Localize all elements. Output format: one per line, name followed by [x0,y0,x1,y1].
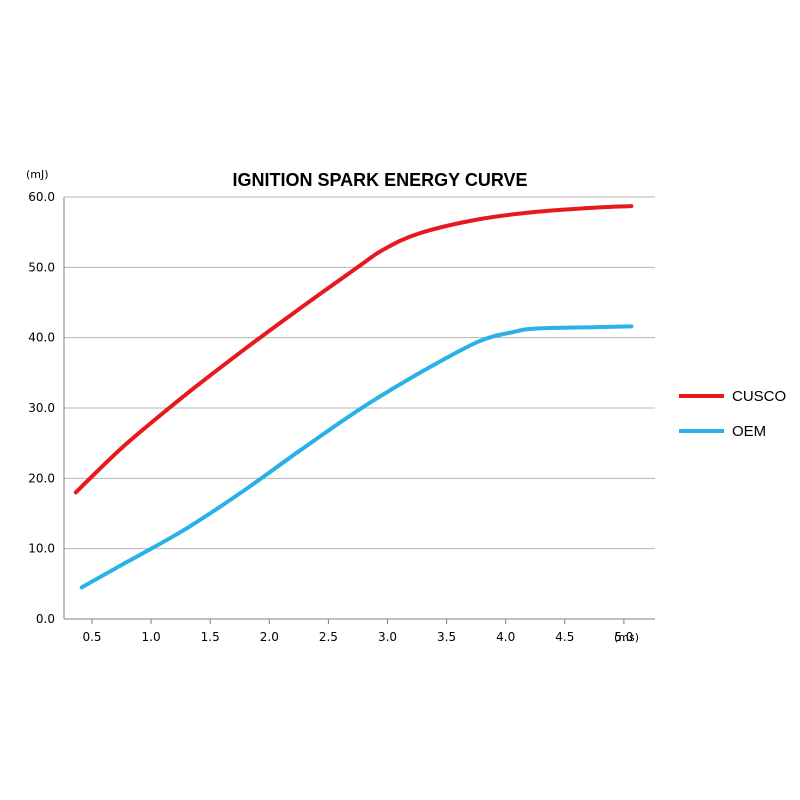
grid-lines [64,196,655,550]
x-tick-label: 2.5 [319,630,338,644]
y-tick-label: 20.0 [28,471,55,485]
axes [63,197,655,624]
legend-label-oem: OEM [732,423,766,440]
series-line-oem [79,324,634,590]
legend: CUSCO OEM [679,388,786,440]
x-tick-labels: 0.5 1.0 1.5 2.0 2.5 3.0 3.5 4.0 4.5 5.0 [82,630,633,644]
y-tick-labels: 0.0 10.0 20.0 30.0 40.0 50.0 60.0 [28,190,55,626]
y-tick-label: 30.0 [28,401,55,415]
series-line-cusco [73,204,634,495]
chart-title: IGNITION SPARK ENERGY CURVE [232,170,527,190]
x-tick-label: 2.0 [260,630,279,644]
y-tick-label: 0.0 [36,612,55,626]
y-tick-label: 60.0 [28,190,55,204]
y-tick-label: 10.0 [28,542,55,556]
x-tick-label: 0.5 [82,630,101,644]
x-tick-label: 3.0 [378,630,397,644]
x-axis-unit: (ms) [614,631,639,644]
y-tick-label: 40.0 [28,331,55,345]
y-tick-label: 50.0 [28,260,55,274]
series-lines [73,204,634,590]
y-axis-unit: (mJ) [26,168,49,181]
x-tick-label: 4.5 [555,630,574,644]
x-tick-label: 1.0 [142,630,161,644]
x-tick-label: 3.5 [437,630,456,644]
legend-label-cusco: CUSCO [732,388,786,405]
x-tick-label: 5.0 [614,630,633,644]
x-tick-label: 1.5 [201,630,220,644]
x-tick-label: 4.0 [496,630,515,644]
